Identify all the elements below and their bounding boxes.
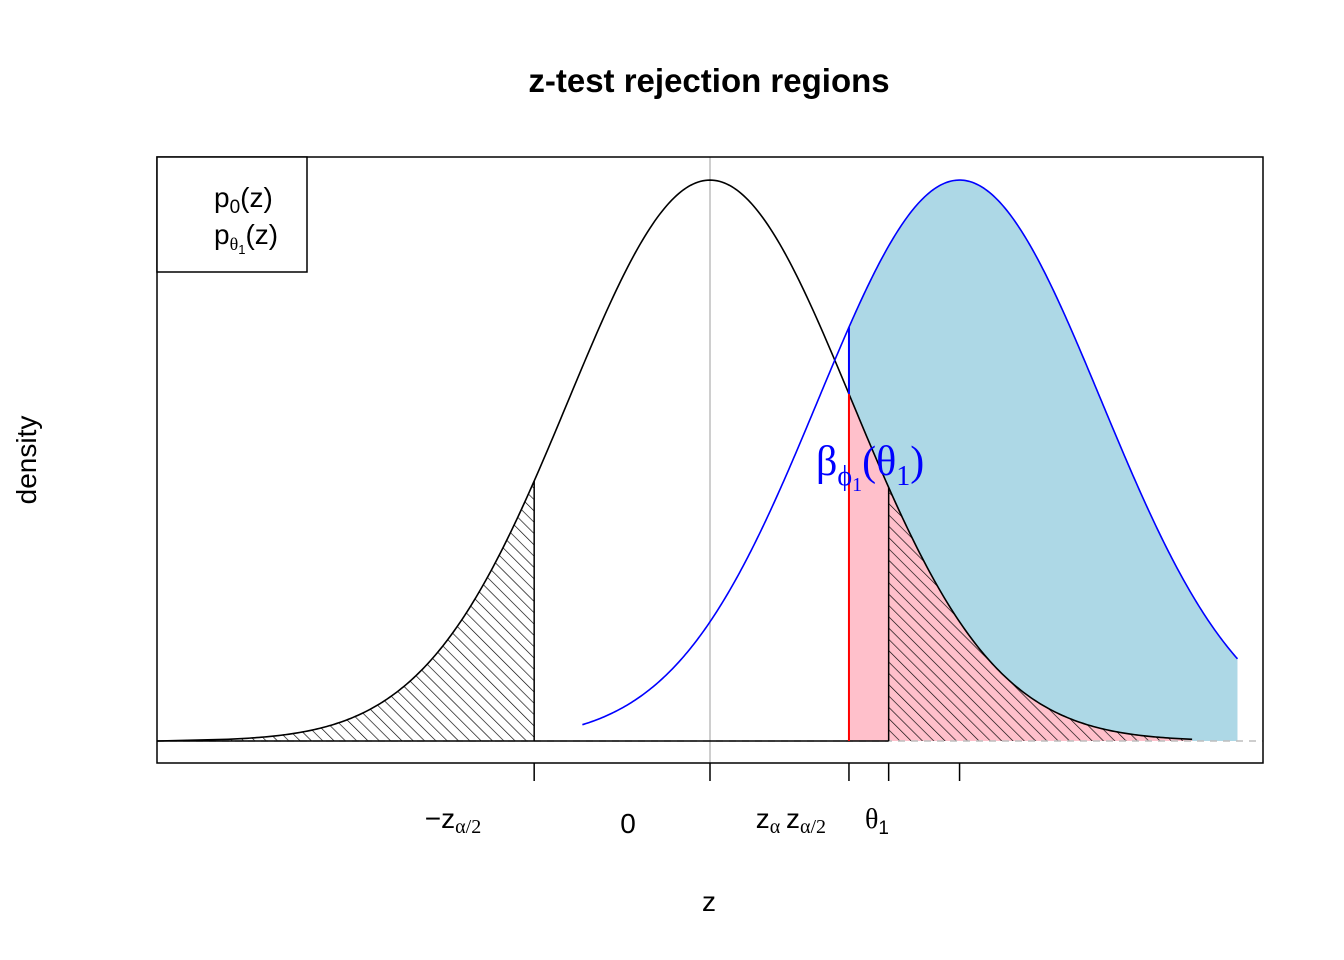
tick-label-zero: 0 — [620, 808, 636, 839]
power-annotation: βϕ1(θ1) — [816, 439, 924, 496]
plot-area — [157, 157, 1263, 763]
alternative-density-curve — [582, 179, 1239, 726]
legend-entry-null: p0(z) — [214, 182, 273, 218]
chart-title: z-test rejection regions — [528, 62, 889, 99]
left-tail-hatch — [227, 480, 535, 741]
y-axis-label: density — [11, 416, 42, 505]
legend-box — [156, 156, 308, 273]
legend-entry-alt: pθ1(z) — [214, 219, 278, 257]
tick-label-z-alpha-half: zα/2 — [786, 803, 826, 838]
x-axis-ticks — [533, 763, 961, 781]
null-density-curve — [157, 179, 1193, 742]
tick-label-neg-z-alpha-half: −zα/2 — [425, 803, 481, 838]
right-tail-hatch — [888, 487, 1193, 741]
x-axis-label: z — [702, 886, 716, 917]
tick-label-theta1: θ1 — [865, 804, 889, 839]
legend: p0(z) pθ1(z) — [156, 156, 308, 273]
tick-label-z-alpha: zα — [756, 803, 781, 838]
